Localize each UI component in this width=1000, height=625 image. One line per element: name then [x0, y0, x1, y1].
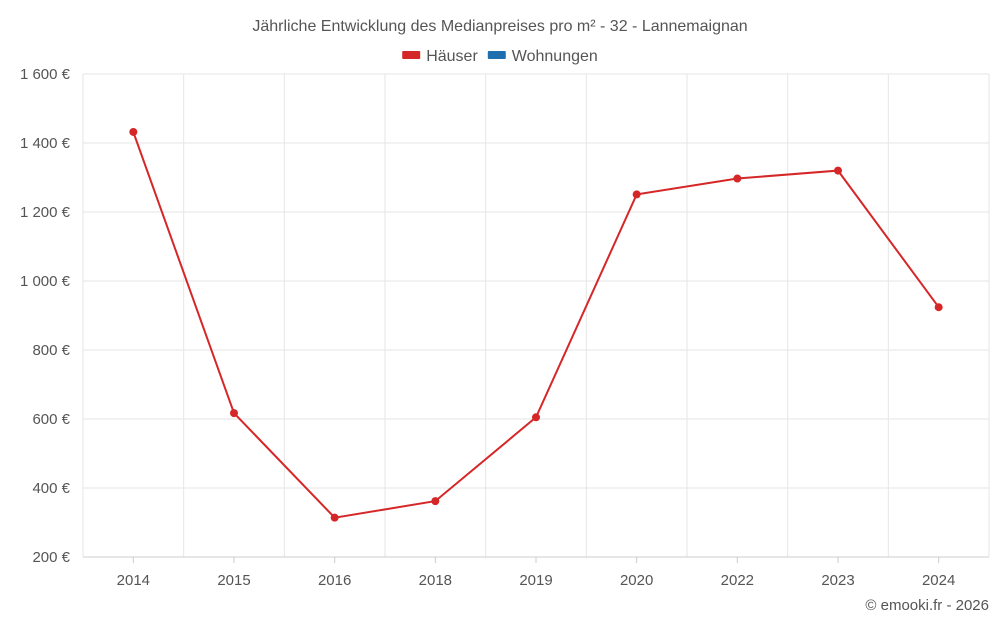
data-point [129, 127, 138, 136]
x-tick-label: 2019 [519, 572, 552, 589]
y-tick-label: 800 € [32, 342, 70, 359]
data-point [733, 174, 742, 183]
x-tick-label: 2014 [117, 572, 150, 589]
data-point [431, 497, 440, 506]
x-axis: 2014 2015 2016 2018 2019 2020 2022 2023 2024 [83, 556, 989, 589]
series-line [132, 131, 940, 519]
data-point [230, 409, 238, 418]
x-tick-label: 2018 [419, 572, 452, 589]
x-tick-label: 2023 [821, 572, 854, 589]
y-tick-label: 200 € [32, 549, 70, 566]
y-tick-label: 600 € [32, 411, 70, 428]
y-tick-label: 1 200 € [20, 204, 71, 221]
data-point [532, 413, 540, 422]
x-tick-label: 2020 [620, 572, 653, 589]
legend-label: Wohnungen [512, 48, 598, 65]
y-tick-label: 1 400 € [20, 135, 71, 152]
legend: Häuser Wohnungen [402, 48, 598, 65]
x-tick-label: 2016 [318, 572, 351, 589]
data-point [632, 190, 641, 199]
legend-swatch [402, 51, 421, 59]
x-tick-label: 2024 [922, 572, 955, 589]
chart-title: Jährliche Entwicklung des Medianpreises … [252, 18, 747, 35]
y-tick-label: 400 € [32, 480, 70, 497]
y-tick-label: 1 600 € [20, 66, 71, 83]
data-point [330, 513, 339, 522]
x-tick-label: 2022 [721, 572, 754, 589]
credit-text: © emooki.fr - 2026 [865, 597, 989, 614]
y-axis: 200 € 400 € 600 € 800 € 1 000 € 1 200 € 1 400 … [20, 66, 71, 566]
grid [82, 73, 990, 557]
legend-swatch [487, 51, 506, 59]
x-tick-label: 2015 [217, 572, 250, 589]
legend-label: Häuser [426, 48, 478, 65]
data-point [834, 166, 842, 175]
data-point [934, 303, 943, 312]
series-layer [129, 127, 943, 522]
y-tick-label: 1 000 € [20, 273, 71, 290]
